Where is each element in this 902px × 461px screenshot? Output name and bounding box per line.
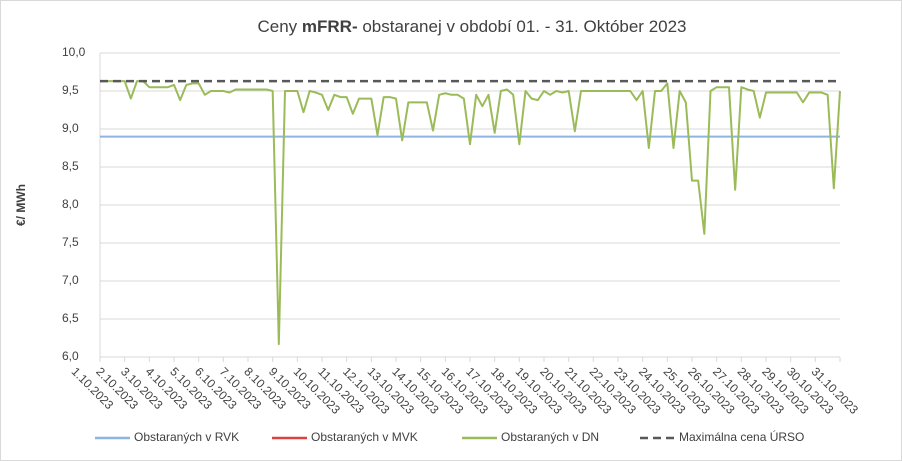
title-part: Ceny	[257, 17, 301, 36]
series-line	[100, 80, 841, 346]
y-tick-label: 9,0	[62, 121, 79, 135]
chart-title: Ceny mFRR- obstaranej v období 01. - 31.…	[257, 17, 686, 36]
title-part: obstaranej v období 01. - 31. Október 20…	[358, 17, 687, 36]
y-tick-label: 7,5	[62, 235, 79, 249]
title-part: mFRR-	[302, 17, 358, 36]
y-tick-label: 8,0	[62, 197, 79, 211]
y-tick-label: 9,5	[62, 83, 79, 97]
y-tick-label: 8,5	[62, 159, 79, 173]
y-tick-label: 7,0	[62, 273, 79, 287]
legend-label: Obstaraných v DN	[501, 430, 599, 444]
legend-label: Obstaraných v MVK	[311, 430, 418, 444]
legend-label: Obstaraných v RVK	[134, 430, 239, 444]
y-tick-label: 10,0	[62, 45, 86, 59]
y-axis-label: €/ MWh	[14, 184, 28, 226]
legend-label: Maximálna cena ÚRSO	[679, 429, 804, 444]
y-tick-label: 6,0	[62, 349, 79, 363]
y-tick-label: 6,5	[62, 311, 79, 325]
